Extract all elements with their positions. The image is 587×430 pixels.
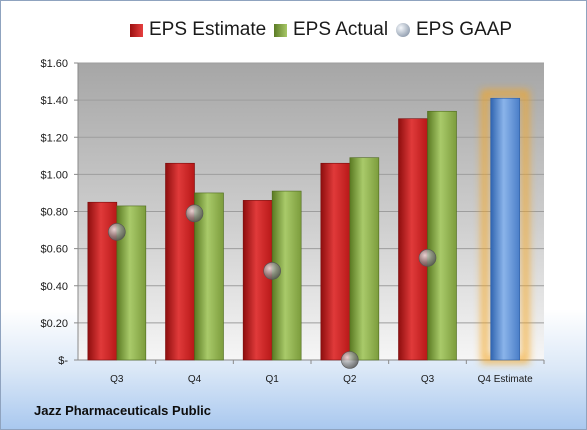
y-tick-label: $1.40 (40, 95, 68, 107)
bars (87, 89, 530, 364)
y-tick-label: $0.40 (40, 281, 68, 293)
x-tick-label: Q3 (110, 374, 124, 385)
y-tick-label: $1.00 (40, 169, 68, 181)
bar-actual (349, 157, 380, 361)
legend: EPS Estimate EPS Actual EPS GAAP (1, 15, 587, 45)
gaap-markers (108, 204, 437, 369)
gaap-marker (185, 204, 204, 223)
gaap-marker (263, 262, 281, 280)
y-tick-label: $1.20 (40, 132, 68, 144)
company-name: Jazz Pharmaceuticals Public (34, 403, 212, 418)
y-tick-label: $- (58, 355, 68, 367)
chart-svg: $- $0.20 $0.40 $0.60 $0.80 $1.00 $1.20 $1.40 $1.… (40, 58, 545, 385)
bar-estimate-forecast (490, 97, 520, 361)
bar-actual (427, 110, 457, 361)
gaap-marker (108, 223, 126, 241)
legend-swatch-actual (274, 23, 287, 37)
bar-estimate (165, 162, 195, 361)
x-axis-ticks: Q3 Q4 Q1 Q2 Q3 Q4 Estimate (110, 360, 545, 385)
x-tick-label: Q4 Estimate (478, 374, 533, 385)
x-tick-label: Q1 (265, 374, 279, 385)
y-tick-label: $1.60 (40, 58, 68, 70)
bar-actual (194, 192, 224, 361)
bar-estimate (242, 200, 273, 361)
legend-label-actual: EPS Actual (293, 19, 389, 40)
legend-item-gaap: EPS GAAP (396, 15, 512, 45)
gaap-marker (418, 249, 437, 267)
y-tick-label: $0.80 (40, 207, 68, 219)
x-tick-label: Q3 (421, 374, 435, 385)
legend-label-gaap: EPS GAAP (416, 19, 513, 40)
legend-label-estimate: EPS Estimate (149, 19, 267, 40)
x-tick-label: Q2 (343, 374, 357, 385)
y-tick-label: $0.20 (40, 318, 68, 330)
bar-estimate (398, 118, 428, 361)
legend-item-estimate: EPS Estimate (130, 15, 266, 45)
legend-swatch-gaap (396, 23, 410, 37)
legend-swatch-estimate (130, 23, 143, 37)
x-tick-label: Q4 (188, 374, 202, 385)
legend-item-actual: EPS Actual (274, 15, 388, 45)
y-axis-ticks: $- $0.20 $0.40 $0.60 $0.80 $1.00 $1.20 $1.40 $1.… (40, 58, 79, 367)
gaap-marker (341, 351, 359, 369)
y-tick-label: $0.60 (40, 244, 68, 256)
bar-estimate (320, 162, 351, 361)
